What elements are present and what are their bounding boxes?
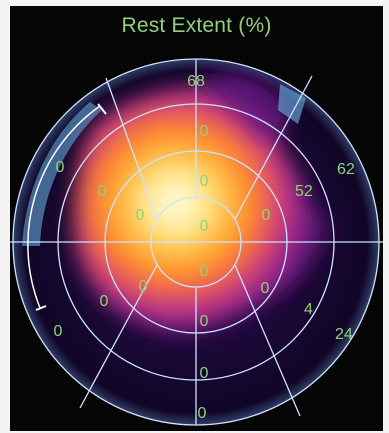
- segment-label-outer-left-upper: 0: [56, 159, 65, 176]
- segment-label-inner-left: 0: [136, 207, 145, 224]
- segment-label-inner-right: 0: [262, 207, 271, 224]
- segment-label-inner-bottom: 0: [261, 280, 270, 297]
- segment-label-apex-bottom: 0: [200, 263, 209, 280]
- segment-label-apex-top: 0: [200, 218, 209, 235]
- segment-label-lower-center: 0: [200, 313, 209, 330]
- segment-label-4: 4: [304, 301, 313, 318]
- polar-grid: [10, 59, 383, 425]
- segment-label-62: 62: [337, 161, 355, 178]
- segment-label-68: 68: [187, 73, 205, 90]
- polar-map: 68 62 24 0 0 0 0 52 4 0 0 0 0 0 0 0 0 0 …: [10, 6, 383, 431]
- segment-label-outer-bottom: 0: [198, 405, 207, 422]
- segment-label-outer-left-lower: 0: [54, 323, 63, 340]
- segment-label-24: 24: [335, 326, 353, 343]
- segment-label-mid-top: 0: [200, 123, 209, 140]
- segment-label-mid-bottom: 0: [200, 365, 209, 382]
- segment-label-mid-upper-left: 0: [98, 183, 107, 200]
- polar-map-panel: Rest Extent (%): [10, 6, 383, 431]
- segment-label-inner-top: 0: [200, 173, 209, 190]
- segment-label-mid-lower-left: 0: [100, 293, 109, 310]
- segment-label-52: 52: [295, 183, 313, 200]
- segment-label-inner-lower-left: 0: [139, 278, 148, 295]
